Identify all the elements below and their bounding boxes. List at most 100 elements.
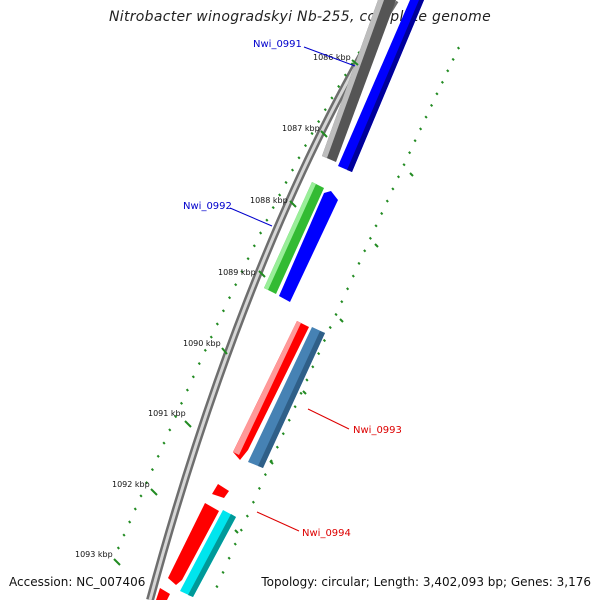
scale-dot: [396, 175, 401, 179]
scale-dot: [233, 542, 237, 546]
feature-red-3[interactable]: [156, 588, 170, 600]
tick-label: 1087 kbp: [282, 124, 320, 133]
scale-dot: [293, 405, 297, 409]
scale-dot: [263, 473, 267, 477]
scale-dot: [429, 103, 434, 107]
accession-text: Accession: NC_007406: [9, 575, 146, 589]
scale-dot: [191, 375, 195, 379]
feature-red-1[interactable]: [233, 321, 309, 460]
scale-dot: [133, 507, 137, 511]
gene-label-nwi-0994[interactable]: Nwi_0994: [256, 511, 351, 539]
scale-dot: [145, 481, 149, 485]
scale-dot: [139, 494, 143, 498]
scale-dot: [116, 546, 120, 550]
scale-dot: [239, 528, 243, 532]
scale-dot: [240, 270, 244, 274]
scale-dot: [122, 533, 126, 537]
scale-dot: [456, 46, 461, 50]
scale-dot: [343, 73, 348, 77]
scale-dot: [278, 193, 282, 197]
scale-dot: [380, 211, 384, 216]
scale-dot: [269, 459, 273, 463]
scale-dot: [402, 163, 406, 167]
scale-dot: [179, 401, 184, 405]
scale-dot: [281, 432, 285, 436]
scale-dot: [391, 187, 395, 191]
feature-blue-1[interactable]: [338, 0, 424, 172]
scale-dot: [251, 500, 255, 504]
scale-dot: [185, 388, 189, 392]
tick-1087: 1087 kbp: [282, 124, 328, 138]
tick-label: 1093 kbp: [75, 550, 113, 559]
scale-dot: [357, 261, 361, 265]
feature-steelblue[interactable]: [248, 327, 325, 468]
feature-gray[interactable]: [322, 0, 396, 162]
scale-dot: [451, 57, 455, 61]
scale-dot: [234, 283, 238, 287]
tick-label: 1088 kbp: [250, 196, 288, 205]
scale-dot: [227, 556, 231, 560]
scale-dot: [337, 84, 341, 89]
scale-dot: [257, 486, 261, 490]
tick-label: 1089 kbp: [218, 268, 256, 277]
gene-label: Nwi_0992: [183, 201, 232, 212]
scale-dot: [317, 120, 321, 124]
scale-dot: [408, 151, 412, 155]
outer-scale-ring: [116, 40, 368, 550]
feature-red-2[interactable]: [168, 503, 219, 585]
scale-dot: [340, 300, 344, 304]
map-title: Nitrobacter winogradskyi Nb-255, complet…: [108, 9, 492, 25]
gene-label-nwi-0993[interactable]: Nwi_0993: [307, 408, 402, 436]
feature-red-small[interactable]: [212, 484, 229, 498]
tick-label: 1091 kbp: [148, 409, 186, 418]
tick-1089: 1089 kbp: [218, 268, 266, 278]
scale-dot: [330, 96, 334, 100]
scale-dot: [168, 428, 172, 432]
feature-blue-2[interactable]: [279, 191, 338, 302]
scale-dot: [419, 127, 423, 131]
gene-label-nwi-0992[interactable]: Nwi_0992: [183, 201, 273, 227]
scale-dot: [221, 309, 226, 313]
scale-dot: [275, 445, 279, 449]
scale-dot: [317, 352, 321, 356]
scale-dot: [323, 108, 327, 112]
tick-label: 1092 kbp: [112, 480, 150, 489]
scale-dot: [350, 62, 354, 66]
feature-cyan[interactable]: [180, 510, 236, 597]
scale-dot: [374, 224, 378, 228]
scale-dot: [215, 322, 219, 326]
scale-dot: [221, 570, 225, 574]
scale-dot: [328, 325, 332, 330]
scale-dot: [150, 468, 155, 472]
scale-dot: [435, 92, 439, 96]
gene-label-nwi-0991[interactable]: Nwi_0991: [253, 39, 356, 67]
scale-dot: [252, 244, 256, 248]
scale-dot: [351, 274, 355, 278]
scale-dot: [215, 585, 219, 589]
scale-dot: [440, 80, 444, 84]
scale-dot: [322, 338, 327, 343]
scale-dot: [156, 454, 160, 458]
scale-dot: [259, 231, 263, 235]
scale-dot: [174, 415, 178, 419]
gene-label: Nwi_0991: [253, 39, 302, 50]
scale-dot: [334, 312, 338, 317]
tick-label: 1090 kbp: [183, 339, 221, 348]
scale-dot: [290, 168, 295, 172]
scale-dot: [284, 180, 288, 185]
tick-1091: 1091 kbp: [148, 409, 192, 428]
tick-1093: 1093 kbp: [75, 550, 121, 566]
scale-dot: [363, 249, 367, 253]
feature-green[interactable]: [264, 182, 324, 294]
scale-dot: [305, 378, 309, 382]
scale-dot: [424, 115, 428, 119]
scale-dot: [385, 199, 389, 203]
topology-summary: Topology: circular; Length: 3,402,093 bp…: [261, 575, 591, 589]
scale-dot: [303, 144, 308, 148]
gene-label: Nwi_0994: [302, 528, 351, 539]
scale-dot: [368, 236, 372, 240]
scale-dot: [128, 520, 132, 524]
tick-1088: 1088 kbp: [250, 196, 297, 208]
scale-dot: [227, 296, 232, 300]
